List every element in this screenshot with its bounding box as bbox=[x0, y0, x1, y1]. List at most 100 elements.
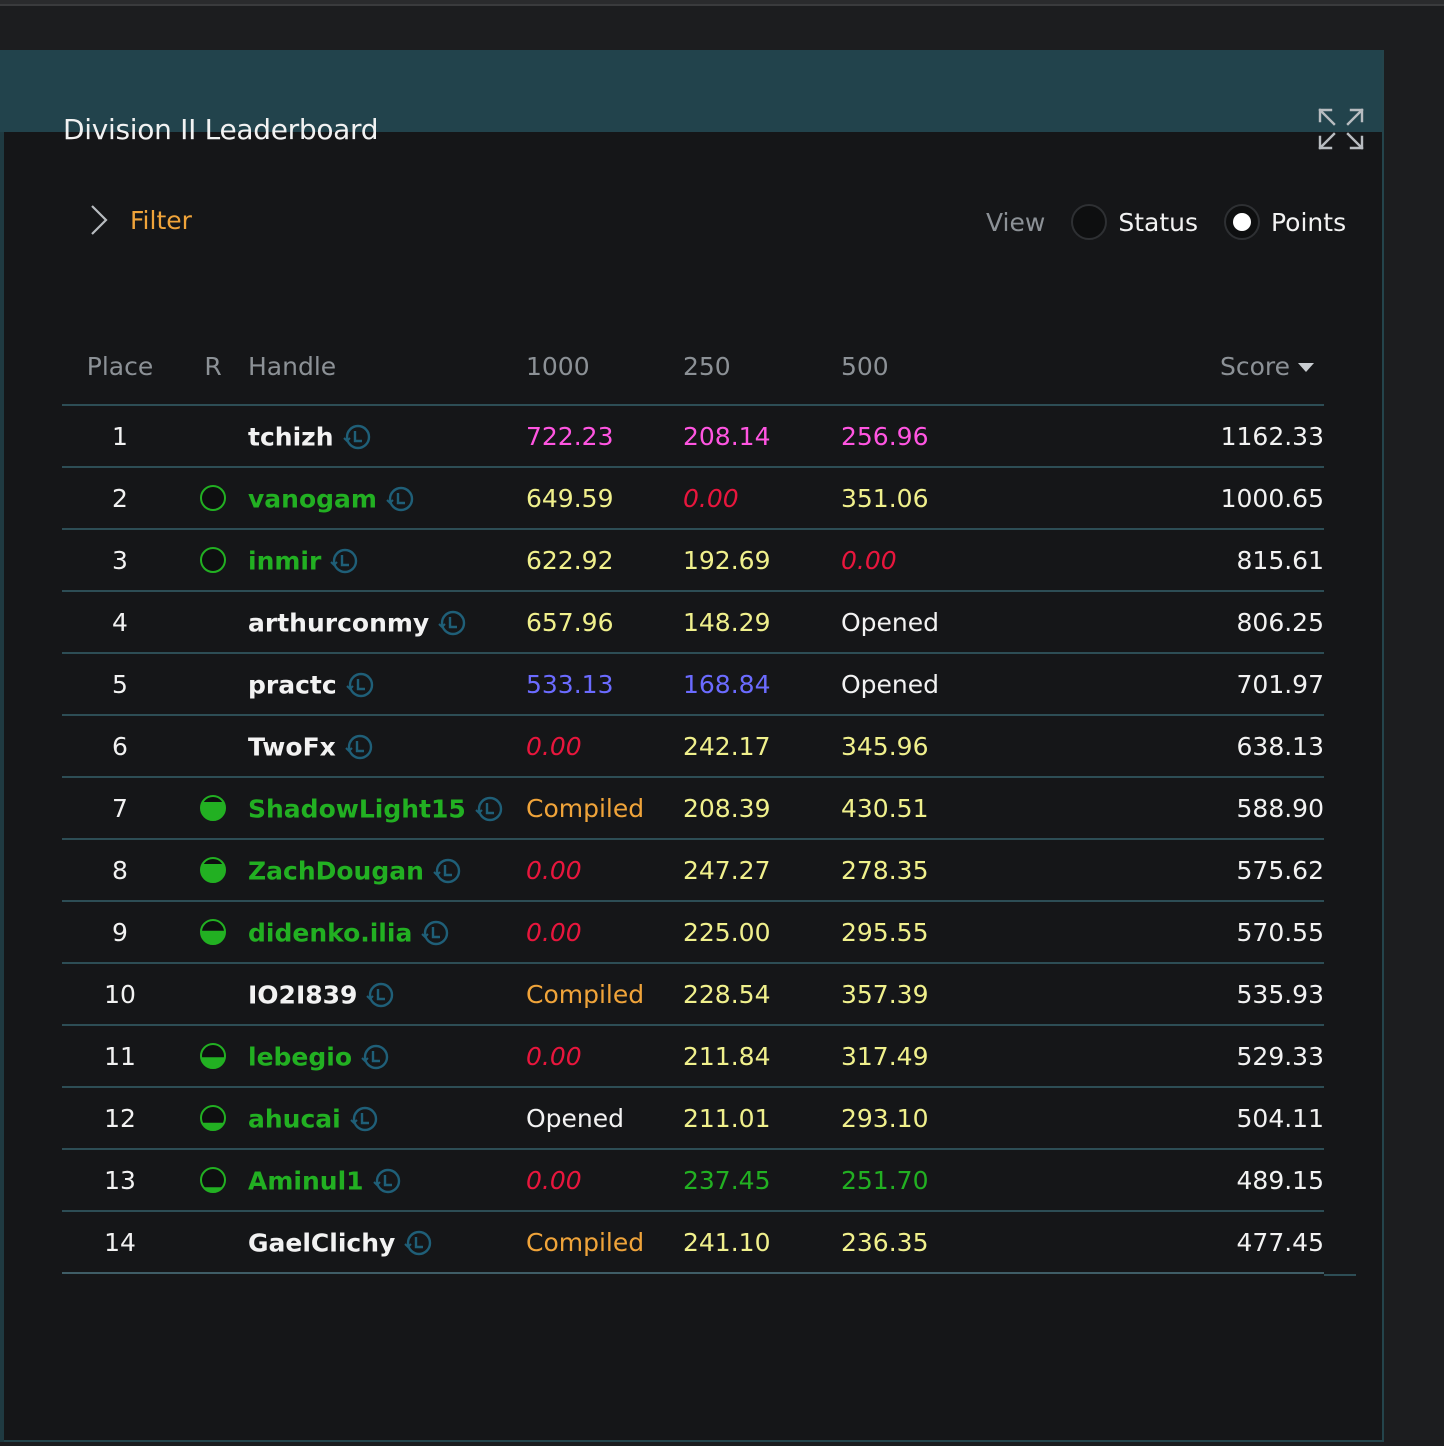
place-cell: 10 bbox=[62, 963, 178, 1026]
handle-cell: didenko.ilia bbox=[248, 901, 526, 964]
table-row: 12 ahucai Opened 211.01 293.10 504.11 bbox=[62, 1087, 1324, 1150]
chevron-right-icon bbox=[91, 205, 108, 235]
column-problem-500[interactable]: 500 bbox=[841, 328, 1141, 406]
view-option-points-label: Points bbox=[1271, 207, 1347, 237]
place-cell: 14 bbox=[62, 1211, 178, 1274]
handle-link[interactable]: GaelClichy bbox=[248, 1228, 396, 1257]
rating-indicator-icon bbox=[200, 919, 226, 945]
column-score[interactable]: Score bbox=[1141, 328, 1324, 406]
problem-500-cell: 345.96 bbox=[841, 715, 1141, 778]
place-cell: 8 bbox=[62, 839, 178, 902]
problem-1000-cell: 0.00 bbox=[526, 715, 683, 778]
problem-250-cell: 208.14 bbox=[683, 405, 841, 468]
rating-cell bbox=[178, 901, 248, 964]
table-row: 11 lebegio 0.00 211.84 317.49 529.33 bbox=[62, 1025, 1324, 1088]
problem-500-cell: 317.49 bbox=[841, 1025, 1141, 1088]
handle-link[interactable]: vanogam bbox=[248, 484, 377, 513]
table-header-row: Place R Handle 1000 250 500 Score bbox=[62, 328, 1324, 406]
history-icon[interactable] bbox=[344, 732, 374, 762]
handle-cell: lebegio bbox=[248, 1025, 526, 1088]
rating-cell bbox=[178, 1149, 248, 1212]
rating-cell bbox=[178, 1211, 248, 1274]
rating-indicator-icon bbox=[200, 547, 226, 573]
sort-desc-icon bbox=[1298, 363, 1314, 372]
rating-indicator-icon bbox=[200, 485, 226, 511]
table-row: 6 TwoFx 0.00 242.17 345.96 638.13 bbox=[62, 715, 1324, 778]
handle-cell: ZachDougan bbox=[248, 839, 526, 902]
place-cell: 5 bbox=[62, 653, 178, 716]
history-icon[interactable] bbox=[349, 1104, 379, 1134]
handle-link[interactable]: inmir bbox=[248, 546, 322, 575]
problem-250-cell: 237.45 bbox=[683, 1149, 841, 1212]
panel-left-border bbox=[0, 132, 4, 1442]
column-handle[interactable]: Handle bbox=[248, 328, 526, 406]
problem-1000-cell: 722.23 bbox=[526, 405, 683, 468]
handle-link[interactable]: TwoFx bbox=[248, 732, 336, 761]
rating-cell bbox=[178, 963, 248, 1026]
table-row: 1 tchizh 722.23 208.14 256.96 1162.33 bbox=[62, 405, 1324, 468]
place-cell: 1 bbox=[62, 405, 178, 468]
column-place[interactable]: Place bbox=[62, 328, 178, 406]
filter-toggle[interactable]: Filter bbox=[84, 200, 192, 240]
handle-cell: inmir bbox=[248, 529, 526, 592]
problem-500-cell: 236.35 bbox=[841, 1211, 1141, 1274]
score-cell: 588.90 bbox=[1141, 777, 1324, 840]
handle-cell: arthurconmy bbox=[248, 591, 526, 654]
problem-250-cell: 211.01 bbox=[683, 1087, 841, 1150]
table-row: 14 GaelClichy Compiled 241.10 236.35 477.45 bbox=[62, 1211, 1324, 1274]
table-bottom-extension bbox=[1324, 1274, 1356, 1276]
score-cell: 570.55 bbox=[1141, 901, 1324, 964]
handle-link[interactable]: didenko.ilia bbox=[248, 918, 413, 947]
rating-cell bbox=[178, 1087, 248, 1150]
handle-link[interactable]: ZachDougan bbox=[248, 856, 424, 885]
score-cell: 806.25 bbox=[1141, 591, 1324, 654]
problem-1000-cell: 0.00 bbox=[526, 1025, 683, 1088]
table-row: 9 didenko.ilia 0.00 225.00 295.55 570.55 bbox=[62, 901, 1324, 964]
history-icon[interactable] bbox=[372, 1166, 402, 1196]
history-icon[interactable] bbox=[329, 546, 359, 576]
column-problem-1000[interactable]: 1000 bbox=[526, 328, 683, 406]
rating-indicator-icon bbox=[200, 795, 226, 821]
history-icon[interactable] bbox=[403, 1228, 433, 1258]
radio-points[interactable] bbox=[1224, 204, 1260, 240]
history-icon[interactable] bbox=[365, 980, 395, 1010]
history-icon[interactable] bbox=[360, 1042, 390, 1072]
place-cell: 13 bbox=[62, 1149, 178, 1212]
problem-1000-cell: 0.00 bbox=[526, 901, 683, 964]
problem-500-cell: Opened bbox=[841, 653, 1141, 716]
rating-cell bbox=[178, 777, 248, 840]
handle-link[interactable]: ahucai bbox=[248, 1104, 341, 1133]
history-icon[interactable] bbox=[437, 608, 467, 638]
handle-cell: GaelClichy bbox=[248, 1211, 526, 1274]
problem-500-cell: 295.55 bbox=[841, 901, 1141, 964]
score-cell: 815.61 bbox=[1141, 529, 1324, 592]
history-icon[interactable] bbox=[342, 422, 372, 452]
column-rating[interactable]: R bbox=[178, 328, 248, 406]
view-option-status[interactable]: Status bbox=[1071, 204, 1198, 240]
problem-500-cell: 351.06 bbox=[841, 467, 1141, 530]
radio-status[interactable] bbox=[1071, 204, 1108, 240]
view-option-points[interactable]: Points bbox=[1224, 204, 1346, 240]
handle-link[interactable]: Aminul1 bbox=[248, 1166, 364, 1195]
history-icon[interactable] bbox=[345, 670, 375, 700]
rating-indicator-icon bbox=[200, 1167, 226, 1193]
column-score-label: Score bbox=[1219, 351, 1290, 381]
history-icon[interactable] bbox=[432, 856, 462, 886]
handle-cell: tchizh bbox=[248, 405, 526, 468]
view-option-status-label: Status bbox=[1118, 207, 1198, 237]
history-icon[interactable] bbox=[474, 794, 504, 824]
handle-link[interactable]: practc bbox=[248, 670, 337, 699]
column-problem-250[interactable]: 250 bbox=[683, 328, 841, 406]
history-icon[interactable] bbox=[385, 484, 415, 514]
history-icon[interactable] bbox=[420, 918, 450, 948]
problem-1000-cell: 657.96 bbox=[526, 591, 683, 654]
handle-link[interactable]: ShadowLight15 bbox=[248, 794, 466, 823]
handle-link[interactable]: IO2I839 bbox=[248, 980, 358, 1009]
rating-indicator-icon bbox=[200, 1043, 226, 1069]
place-cell: 3 bbox=[62, 529, 178, 592]
handle-link[interactable]: tchizh bbox=[248, 422, 334, 451]
filter-label: Filter bbox=[130, 205, 192, 235]
handle-link[interactable]: arthurconmy bbox=[248, 608, 430, 637]
handle-link[interactable]: lebegio bbox=[248, 1042, 353, 1071]
expand-icon[interactable] bbox=[1316, 106, 1366, 152]
